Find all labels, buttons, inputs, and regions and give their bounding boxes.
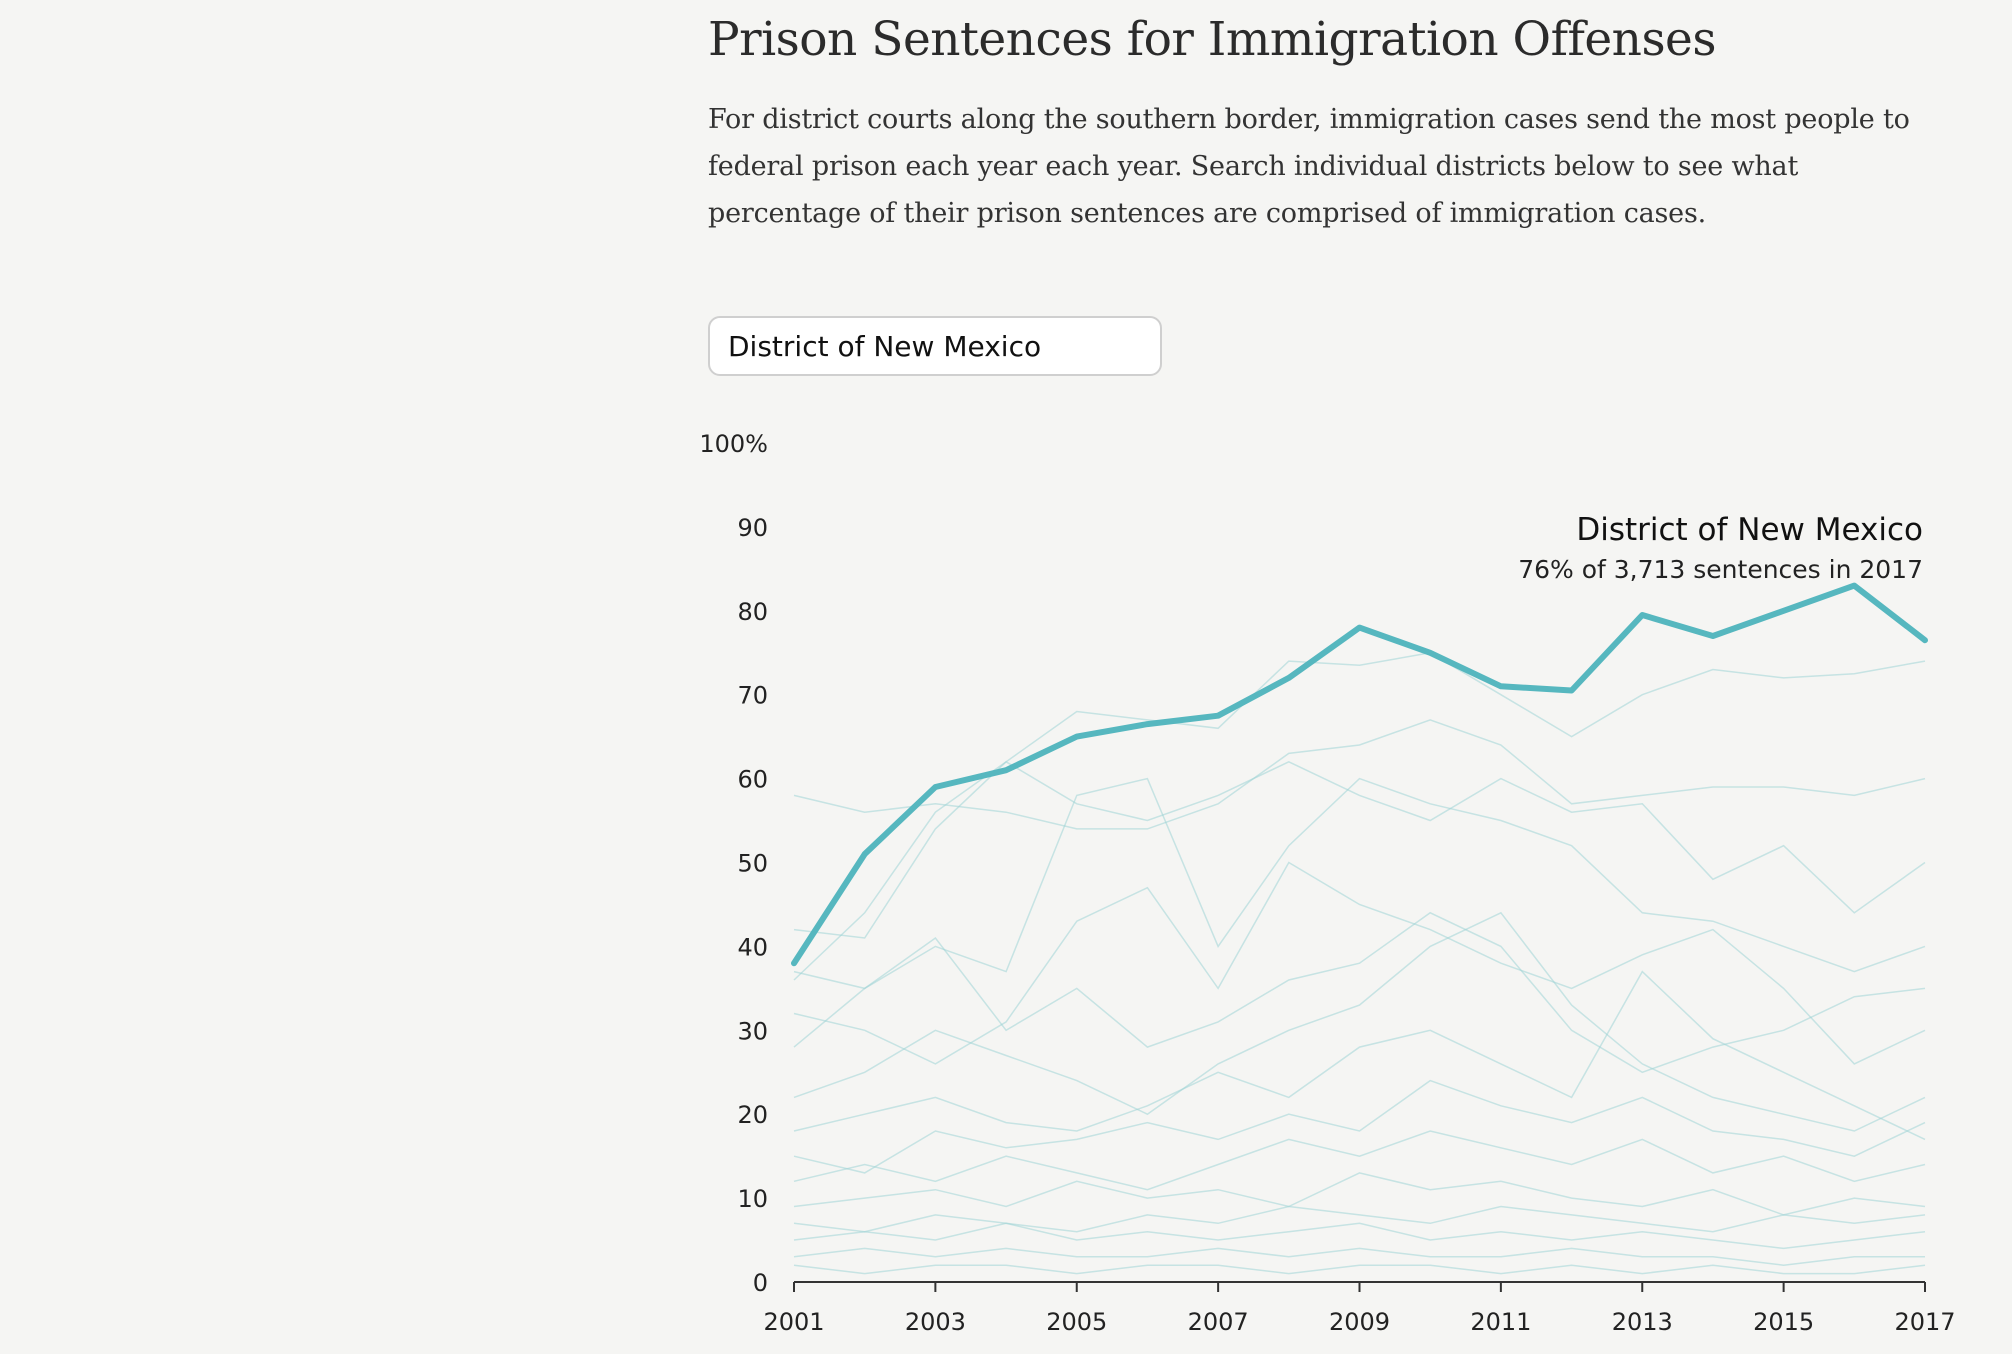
series-line[interactable] [793,652,1926,981]
annotation-detail: 76% of 3,713 sentences in 2017 [1518,555,1923,584]
x-axis: 2001 2003 2005 2007 2009 2011 2013 2015 2017 [763,1281,1956,1336]
series-line[interactable] [793,1172,1926,1216]
y-tick-label: 80 [737,598,768,626]
x-tick-label: 2009 [1329,1308,1390,1336]
series-line[interactable] [793,911,1926,1074]
series-line[interactable] [793,1205,1926,1233]
y-tick-label: 50 [737,850,768,878]
y-tick-label: 10 [737,1185,768,1213]
y-tick-label: 70 [737,682,768,710]
y-tick-label: 0 [753,1269,768,1297]
series-line[interactable] [793,911,1926,1132]
y-tick-label: 90 [737,514,768,542]
y-tick-label: 30 [737,1017,768,1045]
y-tick-label: 60 [737,766,768,794]
highlighted-series[interactable] [791,582,1928,967]
x-tick-label: 2015 [1753,1308,1814,1336]
x-tick-label: 2005 [1046,1308,1107,1336]
series-line[interactable] [793,1264,1926,1275]
series-line[interactable] [793,1247,1925,1266]
series-line[interactable] [793,1222,1926,1250]
series-line[interactable] [793,760,1926,939]
series-line[interactable] [793,1079,1926,1174]
series-line[interactable] [793,777,1926,990]
background-series-lines [793,652,1926,1275]
series-line-highlighted[interactable] [791,582,1928,967]
y-tick-label: 100% [699,430,768,458]
series-line[interactable] [793,970,1926,1141]
x-tick-label: 2013 [1612,1308,1673,1336]
series-line[interactable] [793,1130,1926,1191]
district-search-input[interactable] [708,316,1162,376]
x-tick-label: 2011 [1470,1308,1531,1336]
y-tick-label: 40 [737,933,768,961]
series-annotation: District of New Mexico 76% of 3,713 sent… [1518,512,1923,584]
page-subtitle: For district courts along the southern b… [708,104,1910,229]
series-line[interactable] [793,861,1926,1065]
x-tick-label: 2017 [1894,1308,1955,1336]
x-tick-label: 2001 [763,1308,824,1336]
x-tick-label: 2007 [1188,1308,1249,1336]
series-line[interactable] [793,719,1926,830]
annotation-district-name: District of New Mexico [1576,512,1923,548]
page-title: Prison Sentences for Immigration Offense… [708,12,1717,67]
x-tick-label: 2003 [905,1308,966,1336]
y-tick-label: 20 [737,1101,768,1129]
y-axis: 0 10 20 30 40 50 60 70 80 90 100% [699,430,768,1297]
